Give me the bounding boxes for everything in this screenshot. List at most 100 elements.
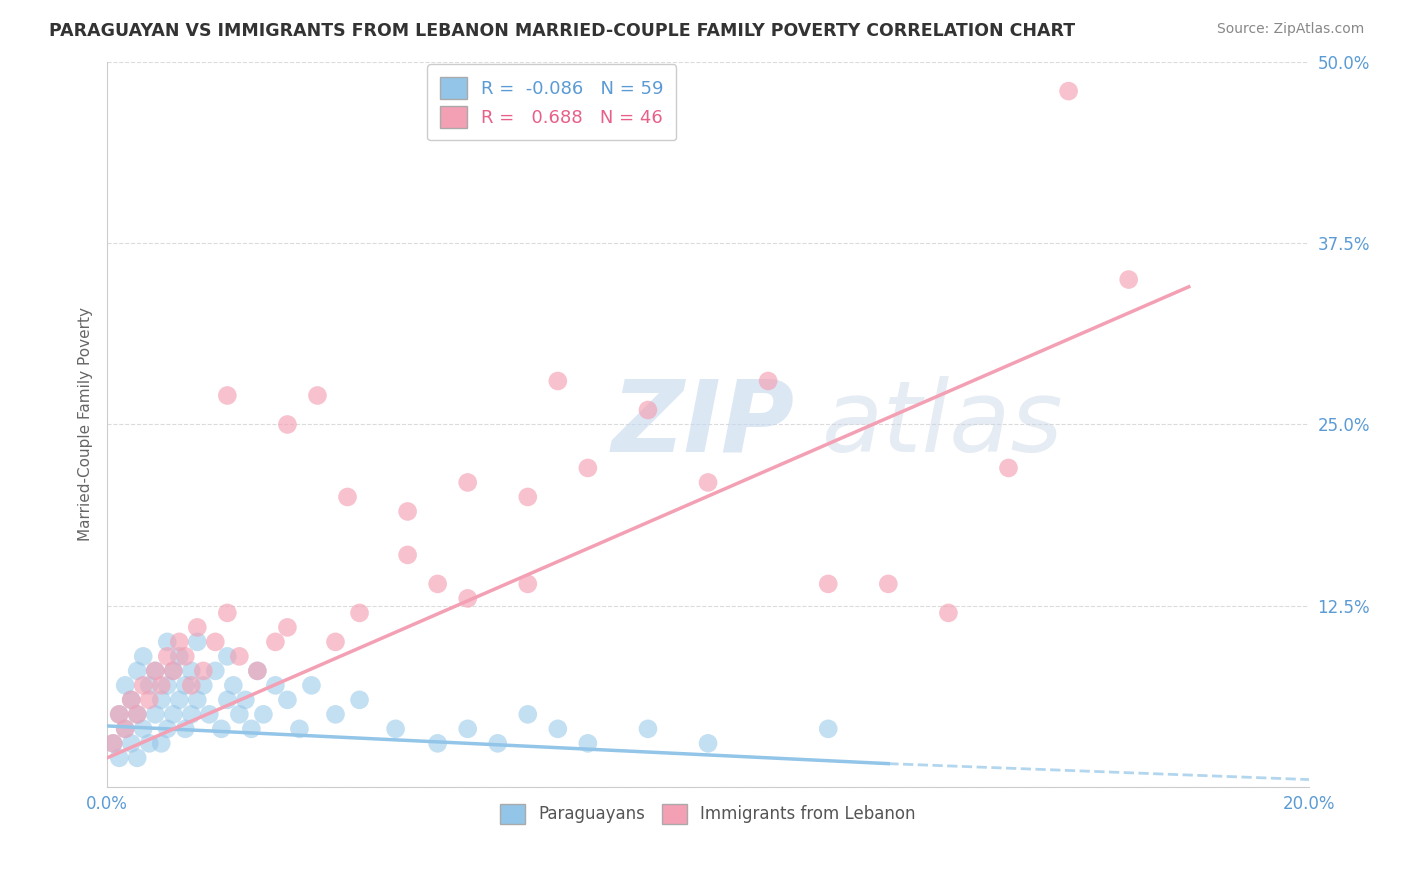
Point (217, 649, 239, 664)
Point (246, 664, 269, 678)
Point (108, 707, 131, 722)
Point (186, 693, 208, 707)
Point (547, 374, 569, 388)
Text: Source: ZipAtlas.com: Source: ZipAtlas.com (1216, 22, 1364, 37)
Point (162, 664, 184, 678)
Point (817, 722, 839, 736)
Point (193, 678, 215, 692)
Point (186, 635, 208, 649)
Point (637, 722, 659, 736)
Point (114, 722, 136, 736)
Point (516, 490, 538, 504)
Point (150, 678, 173, 692)
Text: PARAGUAYAN VS IMMIGRANTS FROM LEBANON MARRIED-COUPLE FAMILY POVERTY CORRELATION : PARAGUAYAN VS IMMIGRANTS FROM LEBANON MA… (49, 22, 1076, 40)
Point (162, 664, 184, 678)
Point (756, 374, 779, 388)
Point (120, 736, 142, 750)
Point (246, 664, 269, 678)
Point (127, 707, 149, 722)
Point (276, 693, 298, 707)
Point (396, 548, 419, 562)
Point (150, 736, 173, 750)
Point (198, 707, 221, 722)
Point (384, 722, 406, 736)
Point (132, 678, 155, 692)
Point (457, 475, 479, 490)
Point (169, 649, 191, 664)
Point (169, 693, 191, 707)
Point (817, 577, 839, 591)
Point (576, 736, 599, 750)
Point (114, 722, 136, 736)
Point (101, 736, 124, 750)
Point (235, 693, 257, 707)
Point (180, 664, 202, 678)
Point (204, 635, 226, 649)
Text: atlas: atlas (823, 376, 1064, 473)
Point (132, 649, 155, 664)
Point (997, 461, 1019, 475)
Point (138, 693, 160, 707)
Point (132, 722, 155, 736)
Point (162, 707, 184, 722)
Point (174, 649, 197, 664)
Legend: Paraguayans, Immigrants from Lebanon: Paraguayans, Immigrants from Lebanon (494, 797, 922, 830)
Point (209, 722, 232, 736)
Point (576, 461, 599, 475)
Point (486, 736, 509, 750)
Point (127, 664, 149, 678)
Point (877, 577, 900, 591)
Point (349, 693, 371, 707)
Point (938, 606, 960, 620)
Point (101, 736, 124, 750)
Point (228, 649, 250, 664)
Point (186, 620, 208, 634)
Point (288, 722, 311, 736)
Point (336, 490, 359, 504)
Point (516, 577, 538, 591)
Point (217, 388, 239, 402)
Point (150, 693, 173, 707)
Point (276, 620, 298, 634)
Point (325, 635, 347, 649)
Point (204, 664, 226, 678)
Point (1057, 84, 1080, 98)
Point (637, 403, 659, 417)
Point (143, 664, 166, 678)
Point (180, 678, 202, 692)
Point (240, 722, 263, 736)
Point (180, 707, 202, 722)
Point (396, 504, 419, 518)
Point (156, 678, 179, 692)
Point (193, 664, 215, 678)
Point (143, 707, 166, 722)
Point (114, 678, 136, 692)
Point (217, 606, 239, 620)
Point (127, 751, 149, 765)
Point (457, 722, 479, 736)
Point (228, 707, 250, 722)
Point (252, 707, 274, 722)
Point (143, 664, 166, 678)
Point (127, 707, 149, 722)
Point (108, 707, 131, 722)
Point (138, 736, 160, 750)
Point (301, 678, 323, 692)
Point (697, 475, 720, 490)
Point (516, 707, 538, 722)
Point (547, 722, 569, 736)
Point (426, 736, 449, 750)
Point (325, 707, 347, 722)
Point (457, 591, 479, 606)
Point (276, 417, 298, 432)
Point (108, 751, 131, 765)
Point (174, 722, 197, 736)
Point (156, 635, 179, 649)
Point (264, 635, 287, 649)
Point (349, 606, 371, 620)
Point (120, 693, 142, 707)
Y-axis label: Married-Couple Family Poverty: Married-Couple Family Poverty (79, 308, 93, 541)
Point (1118, 272, 1140, 286)
Point (169, 635, 191, 649)
Point (138, 678, 160, 692)
